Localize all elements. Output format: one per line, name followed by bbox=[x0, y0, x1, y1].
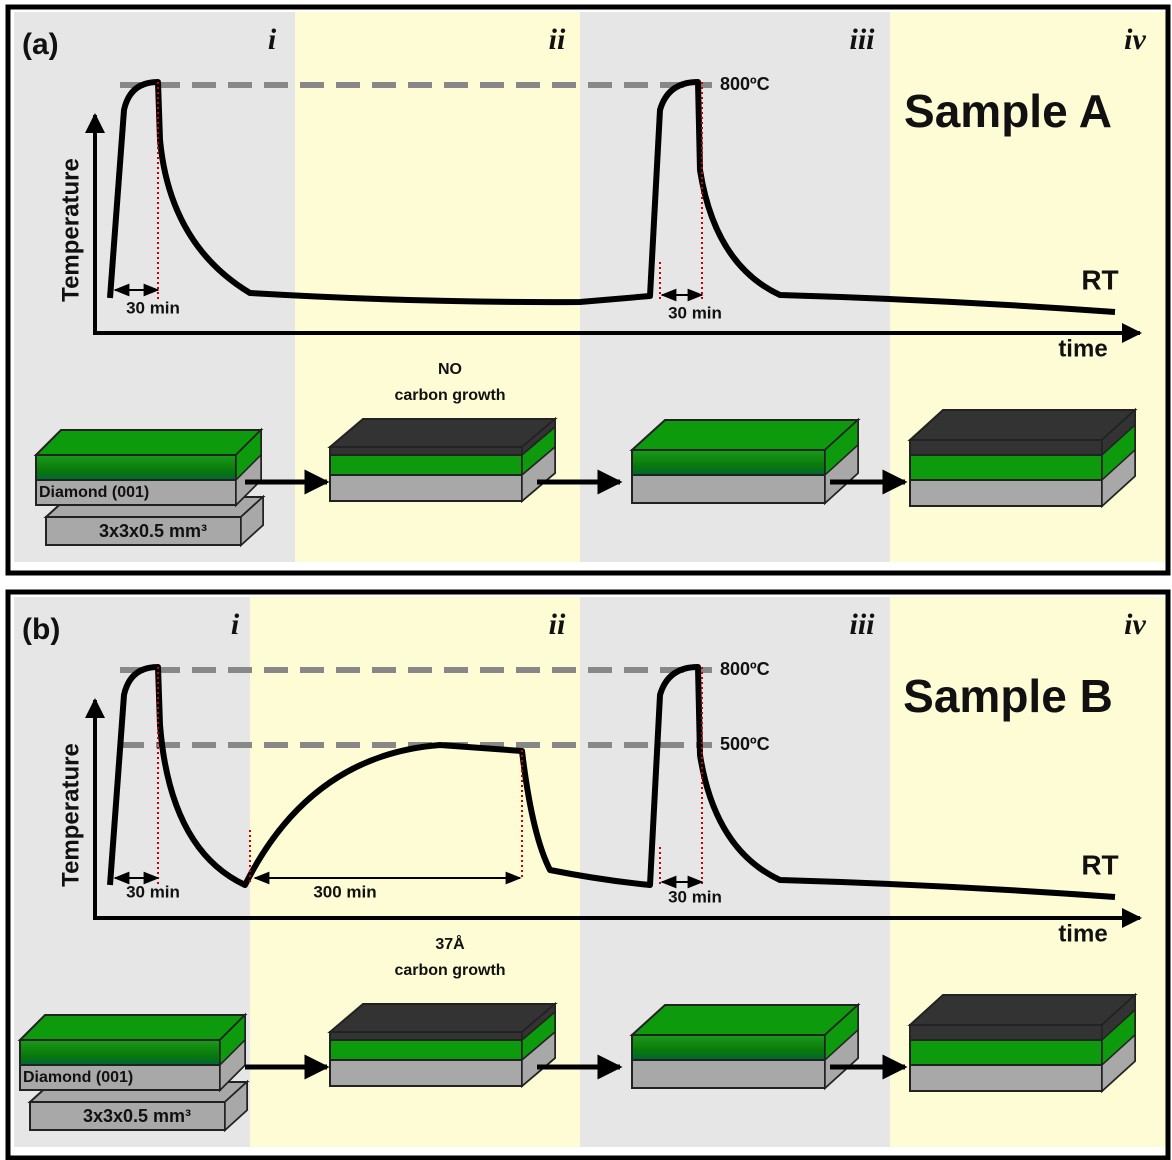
duration-label: 30 min bbox=[126, 298, 180, 317]
layer-side-band bbox=[224, 1080, 248, 1132]
layer bbox=[35, 454, 237, 481]
duration-label: 30 min bbox=[126, 882, 180, 901]
duration-label: 30 min bbox=[668, 887, 722, 906]
layer-top bbox=[629, 419, 861, 451]
layer-side-band bbox=[1101, 1033, 1136, 1093]
layer-top bbox=[907, 409, 1138, 441]
substrate-label: Diamond (001) bbox=[39, 484, 149, 501]
stage-label: i bbox=[231, 608, 240, 641]
temp-label: 500ºC bbox=[720, 734, 770, 754]
panel-label: (b) bbox=[22, 613, 60, 646]
layer bbox=[329, 1039, 523, 1061]
growth-label: carbon growth bbox=[394, 387, 505, 404]
layer bbox=[631, 449, 826, 476]
layer bbox=[329, 454, 523, 476]
stage-label: iv bbox=[1124, 23, 1146, 56]
layer bbox=[329, 1059, 523, 1087]
y-axis-label: Temperature bbox=[57, 743, 84, 887]
stage-label: ii bbox=[549, 608, 566, 641]
panel-frame bbox=[5, 589, 1171, 1160]
layer-top bbox=[327, 1003, 558, 1033]
temp-label: 800ºC bbox=[720, 659, 770, 679]
layer bbox=[909, 1039, 1103, 1066]
sample-label: Sample B bbox=[903, 670, 1113, 722]
layer-side-band bbox=[521, 445, 556, 503]
layer bbox=[329, 1031, 523, 1041]
temperature-profile bbox=[107, 664, 1116, 900]
layer-top bbox=[17, 1014, 248, 1041]
substrate-label: Diamond (001) bbox=[23, 1069, 133, 1086]
growth-label: carbon growth bbox=[394, 962, 505, 979]
layer bbox=[631, 474, 826, 504]
stage-label: iv bbox=[1124, 608, 1146, 641]
panel-label: (a) bbox=[22, 28, 59, 61]
growth-label: NO bbox=[438, 361, 462, 378]
layer-side-band bbox=[824, 1028, 859, 1090]
x-axis-label: time bbox=[1058, 920, 1107, 947]
layer bbox=[29, 1101, 226, 1131]
duration-label: 30 min bbox=[668, 303, 722, 322]
layer bbox=[329, 446, 523, 456]
rt-label: RT bbox=[1081, 264, 1118, 295]
substrate-label: 3x3x0.5 mm³ bbox=[83, 1106, 191, 1126]
layer bbox=[909, 439, 1103, 456]
temperature-profile bbox=[107, 79, 1116, 315]
stage-label: i bbox=[268, 23, 277, 56]
layer-side-band bbox=[521, 1030, 556, 1088]
layer bbox=[909, 454, 1103, 481]
layer-top bbox=[327, 418, 558, 448]
stage-label: iii bbox=[849, 608, 875, 641]
sample-label: Sample A bbox=[904, 85, 1112, 137]
stage-label: ii bbox=[549, 23, 566, 56]
x-axis-label: time bbox=[1058, 335, 1107, 362]
layer bbox=[35, 479, 237, 506]
layer-side-band bbox=[240, 495, 264, 547]
growth-label: 37Å bbox=[435, 934, 465, 953]
layer bbox=[909, 1064, 1103, 1092]
layer-top bbox=[33, 429, 264, 456]
layer-top bbox=[629, 1004, 861, 1036]
layer bbox=[909, 479, 1103, 507]
layer-side-band bbox=[824, 443, 859, 505]
layer bbox=[19, 1064, 221, 1091]
rt-label: RT bbox=[1081, 849, 1118, 880]
duration-label: 300 min bbox=[313, 882, 376, 901]
stage-label: iii bbox=[849, 23, 875, 56]
layer bbox=[329, 474, 523, 502]
panel-frame bbox=[5, 4, 1171, 576]
layer bbox=[631, 1034, 826, 1061]
substrate-label: 3x3x0.5 mm³ bbox=[99, 521, 207, 541]
layer bbox=[909, 1024, 1103, 1041]
layer-side-band bbox=[1101, 448, 1136, 508]
temp-label: 800ºC bbox=[720, 74, 770, 94]
layer bbox=[631, 1059, 826, 1089]
layer bbox=[19, 1039, 221, 1066]
y-axis-label: Temperature bbox=[57, 158, 84, 302]
layer-top bbox=[907, 994, 1138, 1026]
